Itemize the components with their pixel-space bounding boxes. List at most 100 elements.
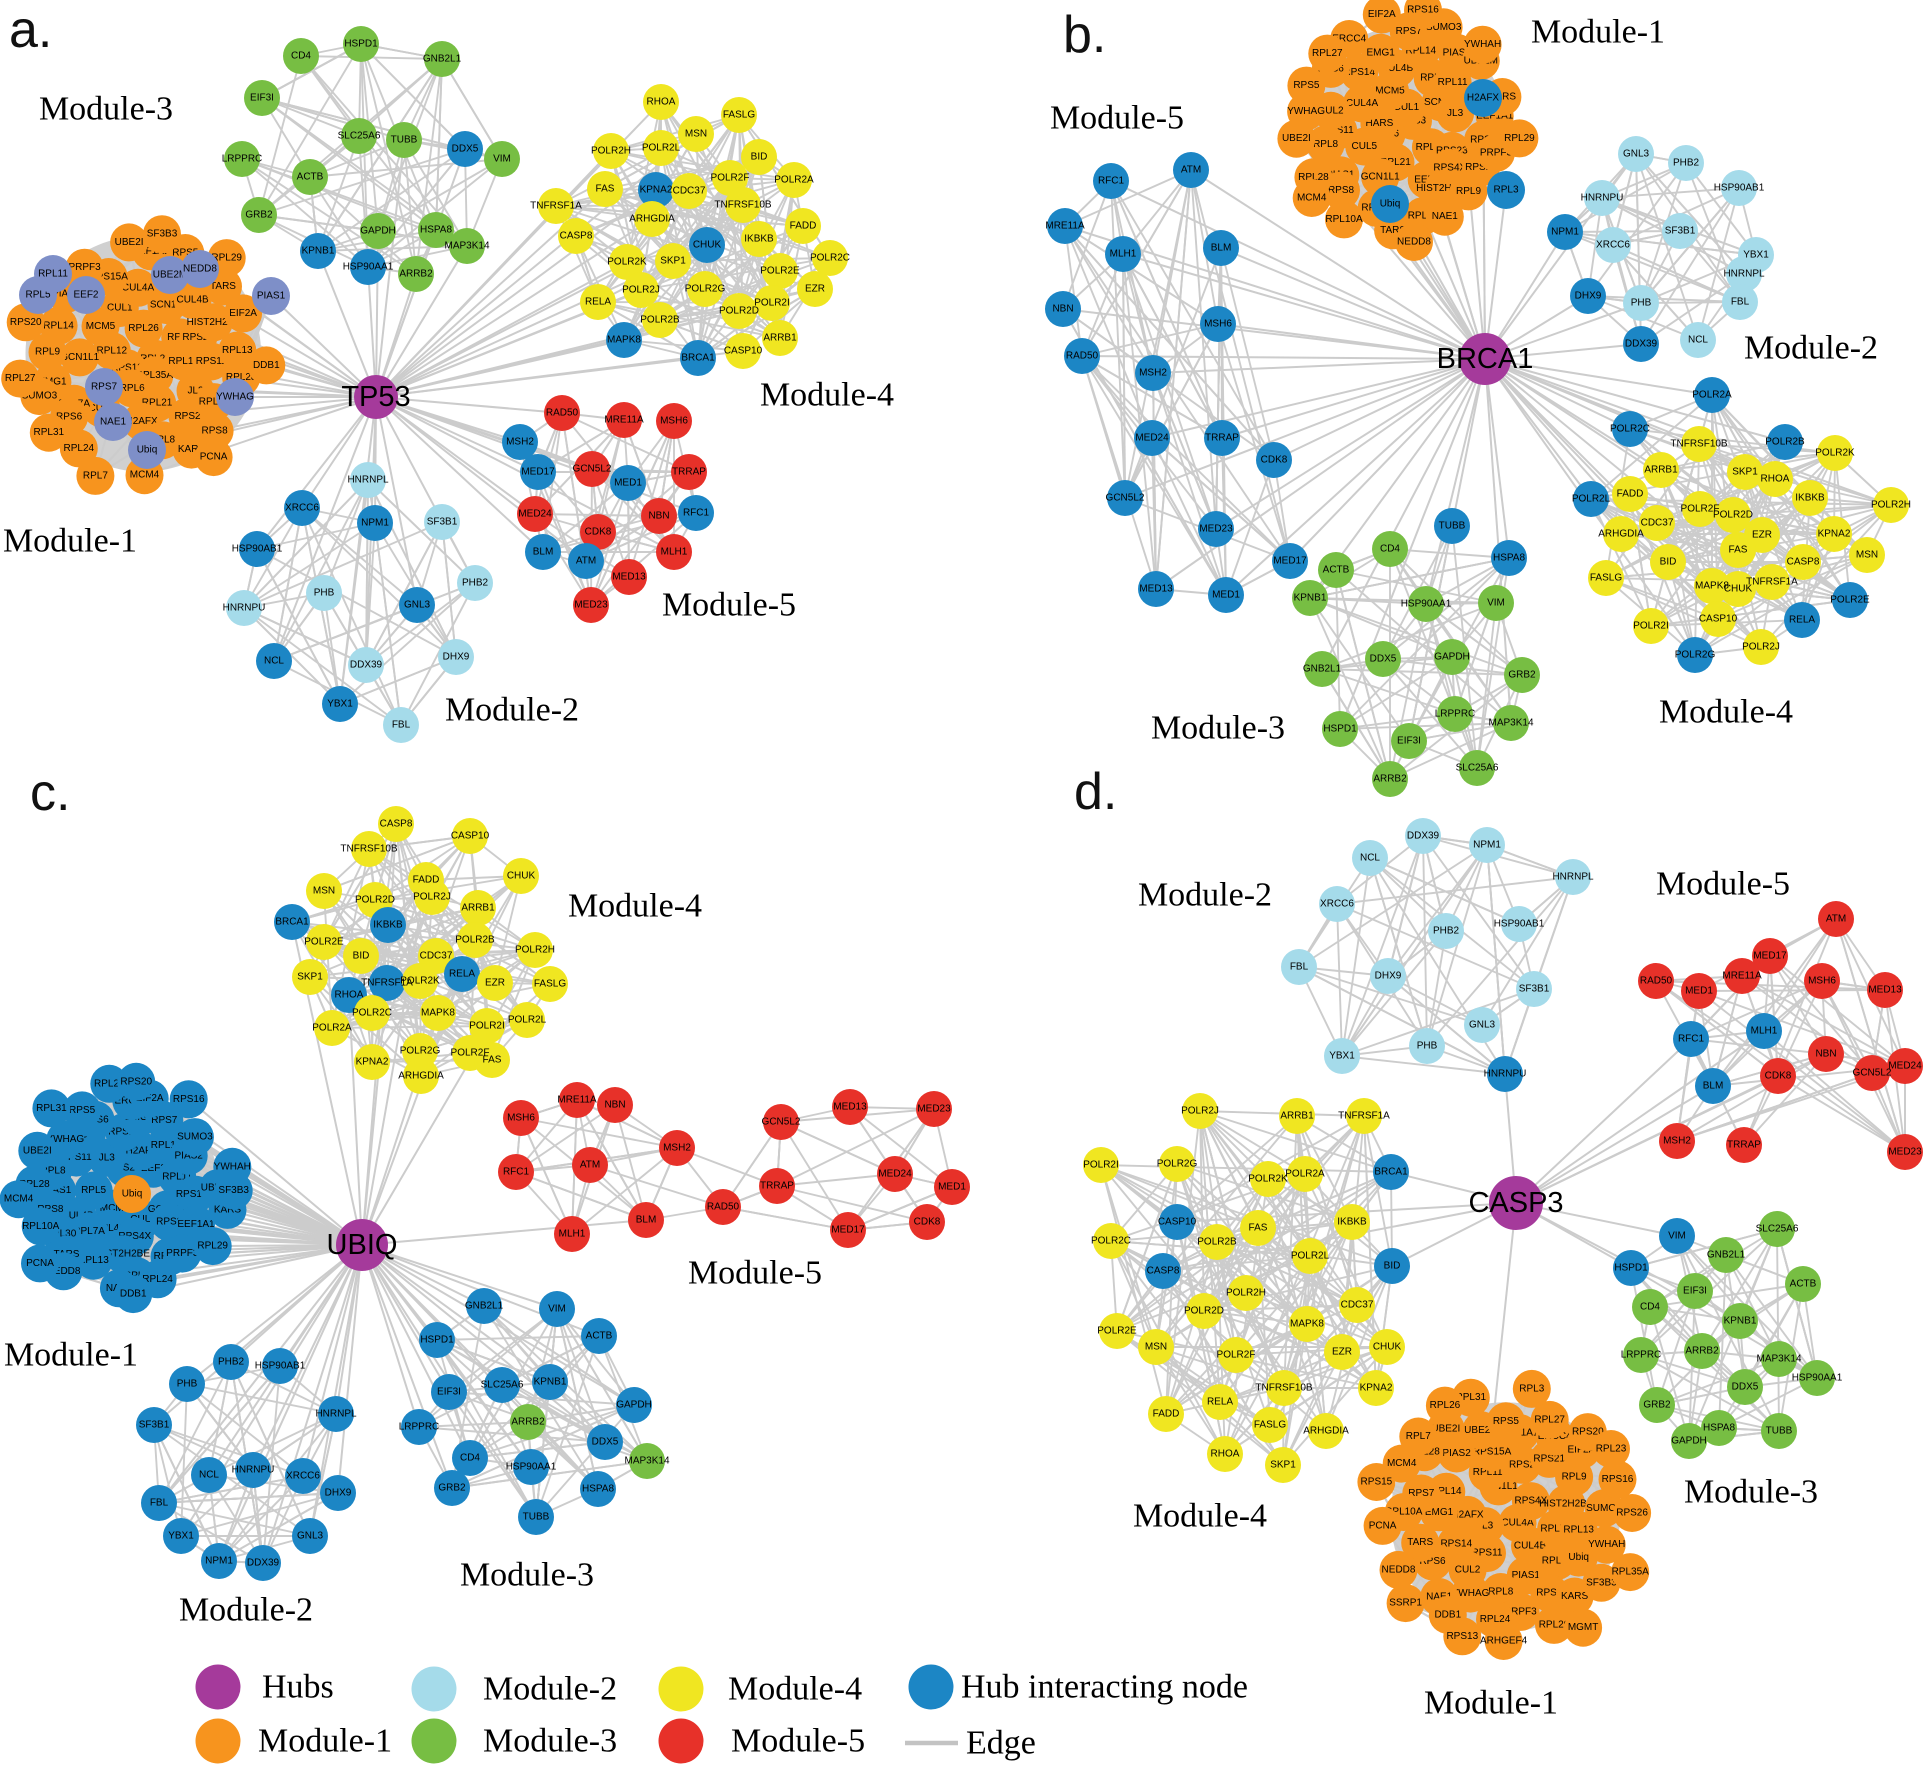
svg-text:MSH2: MSH2 <box>663 1143 691 1154</box>
svg-text:HSP90AA1: HSP90AA1 <box>1401 599 1452 610</box>
svg-text:RPL8: RPL8 <box>1488 1587 1513 1598</box>
svg-text:MED13: MED13 <box>1868 985 1902 996</box>
svg-text:RPS2: RPS2 <box>156 1217 183 1228</box>
svg-text:SF3B1: SF3B1 <box>427 517 458 528</box>
svg-text:HNRNPU: HNRNPU <box>1484 1069 1527 1080</box>
svg-text:EZR: EZR <box>485 978 505 989</box>
svg-text:BRCA1: BRCA1 <box>1437 343 1534 375</box>
svg-text:DHX9: DHX9 <box>443 652 470 663</box>
svg-text:CD4: CD4 <box>1380 544 1400 555</box>
svg-text:RPS5: RPS5 <box>69 1105 96 1116</box>
svg-text:CUL4B: CUL4B <box>176 295 209 306</box>
svg-text:EMG1: EMG1 <box>1367 47 1396 58</box>
svg-text:HSPA8: HSPA8 <box>420 225 452 236</box>
svg-text:CASP10: CASP10 <box>724 346 763 357</box>
svg-text:ARHGDIA: ARHGDIA <box>629 214 675 225</box>
svg-text:UBIQ: UBIQ <box>327 1229 398 1261</box>
svg-text:NAE1: NAE1 <box>100 417 127 428</box>
svg-text:RPL30: RPL30 <box>199 397 230 408</box>
svg-text:NBN: NBN <box>648 511 669 522</box>
svg-text:CUL4A: CUL4A <box>122 282 155 293</box>
svg-text:EZR: EZR <box>1752 530 1772 541</box>
svg-text:RPL24: RPL24 <box>142 1274 173 1285</box>
svg-text:RPS4X: RPS4X <box>1515 1496 1548 1507</box>
svg-text:ARHGDIA: ARHGDIA <box>398 1071 444 1082</box>
svg-text:POLR2A: POLR2A <box>1692 390 1732 401</box>
svg-text:NEDD8: NEDD8 <box>183 264 217 275</box>
svg-text:FAS: FAS <box>1249 1223 1268 1234</box>
svg-text:MCM4: MCM4 <box>130 470 160 481</box>
svg-text:GNB2L1: GNB2L1 <box>1303 664 1342 675</box>
svg-text:MED1: MED1 <box>614 478 642 489</box>
svg-text:BID: BID <box>751 152 768 163</box>
svg-text:MLH1: MLH1 <box>661 547 688 558</box>
svg-text:H2AFX: H2AFX <box>126 1146 159 1157</box>
svg-text:HSP90AB1: HSP90AB1 <box>232 544 283 555</box>
svg-text:RPL21: RPL21 <box>1380 157 1411 168</box>
svg-text:Module-3: Module-3 <box>460 1557 594 1594</box>
svg-text:GCN1L1: GCN1L1 <box>1361 172 1400 183</box>
svg-text:PHB2: PHB2 <box>1673 158 1700 169</box>
svg-text:SUMO3: SUMO3 <box>22 391 58 402</box>
svg-text:KPNB1: KPNB1 <box>1724 1316 1757 1327</box>
svg-text:HNRNPL: HNRNPL <box>1552 872 1594 883</box>
svg-text:POLR2B: POLR2B <box>1197 1237 1237 1248</box>
svg-text:MED23: MED23 <box>1199 524 1233 535</box>
svg-text:POLR2H: POLR2H <box>1226 1288 1266 1299</box>
svg-text:GNB2L1: GNB2L1 <box>423 54 462 65</box>
svg-text:FBL: FBL <box>150 1498 169 1509</box>
svg-text:RPL7A: RPL7A <box>1540 1523 1572 1534</box>
svg-text:CDC37: CDC37 <box>1641 518 1674 529</box>
svg-text:HSP90AA1: HSP90AA1 <box>1792 1373 1843 1384</box>
svg-text:GRB2: GRB2 <box>245 210 273 221</box>
svg-text:CDK8: CDK8 <box>1261 455 1288 466</box>
svg-text:FASLG: FASLG <box>1254 1420 1286 1431</box>
svg-text:RPS8: RPS8 <box>37 1204 64 1215</box>
svg-text:Module-2: Module-2 <box>1744 330 1878 367</box>
svg-text:PRPF3: PRPF3 <box>166 1248 199 1259</box>
svg-text:TNFRSF10B: TNFRSF10B <box>1255 1383 1313 1394</box>
svg-text:PIAS1: PIAS1 <box>1512 1570 1541 1581</box>
svg-text:RPL18: RPL18 <box>1416 142 1447 153</box>
svg-text:RPL26: RPL26 <box>128 323 159 334</box>
svg-text:SF3B1: SF3B1 <box>1665 226 1696 237</box>
svg-text:TNFRSF10B: TNFRSF10B <box>714 200 772 211</box>
svg-text:Module-5: Module-5 <box>1050 100 1184 137</box>
svg-text:VIM: VIM <box>548 1304 566 1315</box>
svg-text:RPS8: RPS8 <box>1328 185 1355 196</box>
svg-text:BLM: BLM <box>636 1215 657 1226</box>
svg-text:KARS: KARS <box>1561 1591 1589 1602</box>
svg-text:IKBKB: IKBKB <box>744 234 774 245</box>
svg-text:POLR2L: POLR2L <box>642 143 681 154</box>
svg-text:RPL31: RPL31 <box>1456 1392 1487 1403</box>
svg-text:POLR2A: POLR2A <box>1285 1169 1325 1180</box>
svg-text:RPL28: RPL28 <box>19 1179 50 1190</box>
svg-text:MSN: MSN <box>1856 550 1878 561</box>
svg-text:FADD: FADD <box>1617 489 1644 500</box>
svg-text:HSPD1: HSPD1 <box>420 1335 454 1346</box>
svg-text:RPL5: RPL5 <box>1420 73 1445 84</box>
svg-text:RAD50: RAD50 <box>1066 351 1099 362</box>
svg-text:EIF3I: EIF3I <box>437 1387 461 1398</box>
svg-text:TNFRSF1A: TNFRSF1A <box>1746 577 1798 588</box>
svg-text:UBE2M: UBE2M <box>153 270 187 281</box>
svg-text:HSPA8: HSPA8 <box>1493 553 1525 564</box>
svg-text:Module-3: Module-3 <box>483 1723 617 1760</box>
svg-text:YWHAG: YWHAG <box>216 392 254 403</box>
svg-text:MED24: MED24 <box>878 1169 912 1180</box>
svg-text:RPL18: RPL18 <box>168 356 199 367</box>
svg-text:LRPPRC: LRPPRC <box>222 154 263 165</box>
svg-text:GCN5L2: GCN5L2 <box>1853 1068 1892 1079</box>
svg-text:KPNA2: KPNA2 <box>640 185 673 196</box>
svg-text:VIM: VIM <box>493 154 511 165</box>
svg-text:RPS11: RPS11 <box>61 1152 92 1163</box>
svg-text:MED17: MED17 <box>1753 951 1787 962</box>
svg-text:RPS21: RPS21 <box>1533 1453 1565 1464</box>
svg-text:MSH6: MSH6 <box>1204 319 1232 330</box>
svg-text:Hubs: Hubs <box>262 1669 334 1706</box>
svg-text:Module-5: Module-5 <box>731 1723 865 1760</box>
svg-text:POLR2F: POLR2F <box>1217 1350 1256 1361</box>
svg-text:RPS15A: RPS15A <box>90 272 129 283</box>
svg-text:RPL10A: RPL10A <box>1325 214 1363 225</box>
svg-text:Ubiq: Ubiq <box>122 1189 143 1200</box>
